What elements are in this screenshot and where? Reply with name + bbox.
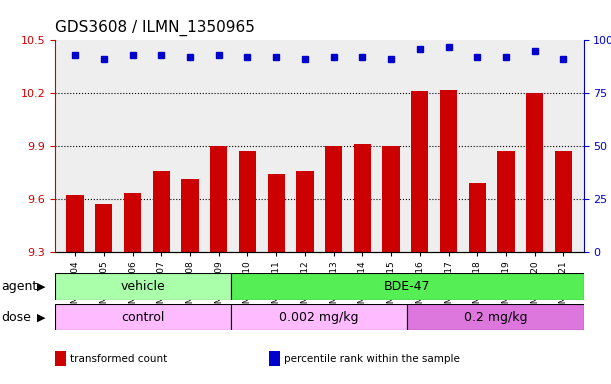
- Text: GDS3608 / ILMN_1350965: GDS3608 / ILMN_1350965: [55, 20, 255, 36]
- Bar: [95, 204, 112, 384]
- Text: control: control: [122, 311, 165, 324]
- Bar: [382, 146, 400, 384]
- Bar: [231, 304, 408, 330]
- Text: vehicle: vehicle: [121, 280, 166, 293]
- Bar: [55, 273, 231, 300]
- Text: dose: dose: [1, 311, 31, 324]
- Bar: [239, 151, 256, 384]
- Text: percentile rank within the sample: percentile rank within the sample: [284, 354, 460, 364]
- Bar: [153, 170, 170, 384]
- Text: BDE-47: BDE-47: [384, 280, 431, 293]
- Bar: [55, 304, 231, 330]
- Bar: [231, 273, 584, 300]
- Bar: [268, 174, 285, 384]
- Bar: [296, 170, 313, 384]
- Text: ▶: ▶: [37, 312, 45, 322]
- Bar: [469, 183, 486, 384]
- Bar: [354, 144, 371, 384]
- Bar: [67, 195, 84, 384]
- Bar: [526, 93, 543, 384]
- Bar: [555, 151, 572, 384]
- Text: ▶: ▶: [37, 281, 45, 291]
- Bar: [124, 194, 141, 384]
- Text: agent: agent: [1, 280, 37, 293]
- Bar: [325, 146, 342, 384]
- Bar: [269, 351, 280, 366]
- Bar: [411, 91, 428, 384]
- Bar: [181, 179, 199, 384]
- Bar: [497, 151, 514, 384]
- Bar: [408, 304, 584, 330]
- Text: 0.2 mg/kg: 0.2 mg/kg: [464, 311, 527, 324]
- Bar: [440, 89, 457, 384]
- Text: 0.002 mg/kg: 0.002 mg/kg: [279, 311, 359, 324]
- Bar: [55, 351, 66, 366]
- Text: transformed count: transformed count: [70, 354, 167, 364]
- Bar: [210, 146, 227, 384]
